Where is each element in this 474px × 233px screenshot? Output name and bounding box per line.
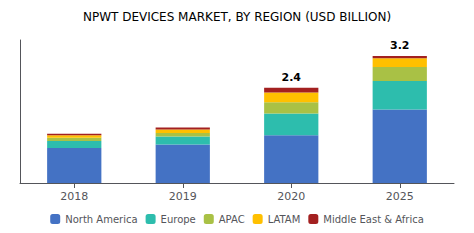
svg-text:North America: North America [65, 214, 137, 225]
svg-text:2018: 2018 [60, 190, 88, 203]
svg-text:Europe: Europe [161, 214, 196, 225]
svg-text:2025: 2025 [386, 190, 414, 203]
svg-text:2.4: 2.4 [282, 71, 302, 84]
svg-text:2020: 2020 [277, 190, 305, 203]
svg-text:LATAM: LATAM [268, 214, 301, 225]
svg-text:Middle East & Africa: Middle East & Africa [323, 214, 423, 225]
svg-text:APAC: APAC [219, 214, 245, 225]
svg-text:NPWT DEVICES MARKET, BY REGION: NPWT DEVICES MARKET, BY REGION (USD BILL… [83, 10, 391, 24]
svg-text:3.2: 3.2 [390, 39, 410, 52]
svg-text:2019: 2019 [169, 190, 197, 203]
